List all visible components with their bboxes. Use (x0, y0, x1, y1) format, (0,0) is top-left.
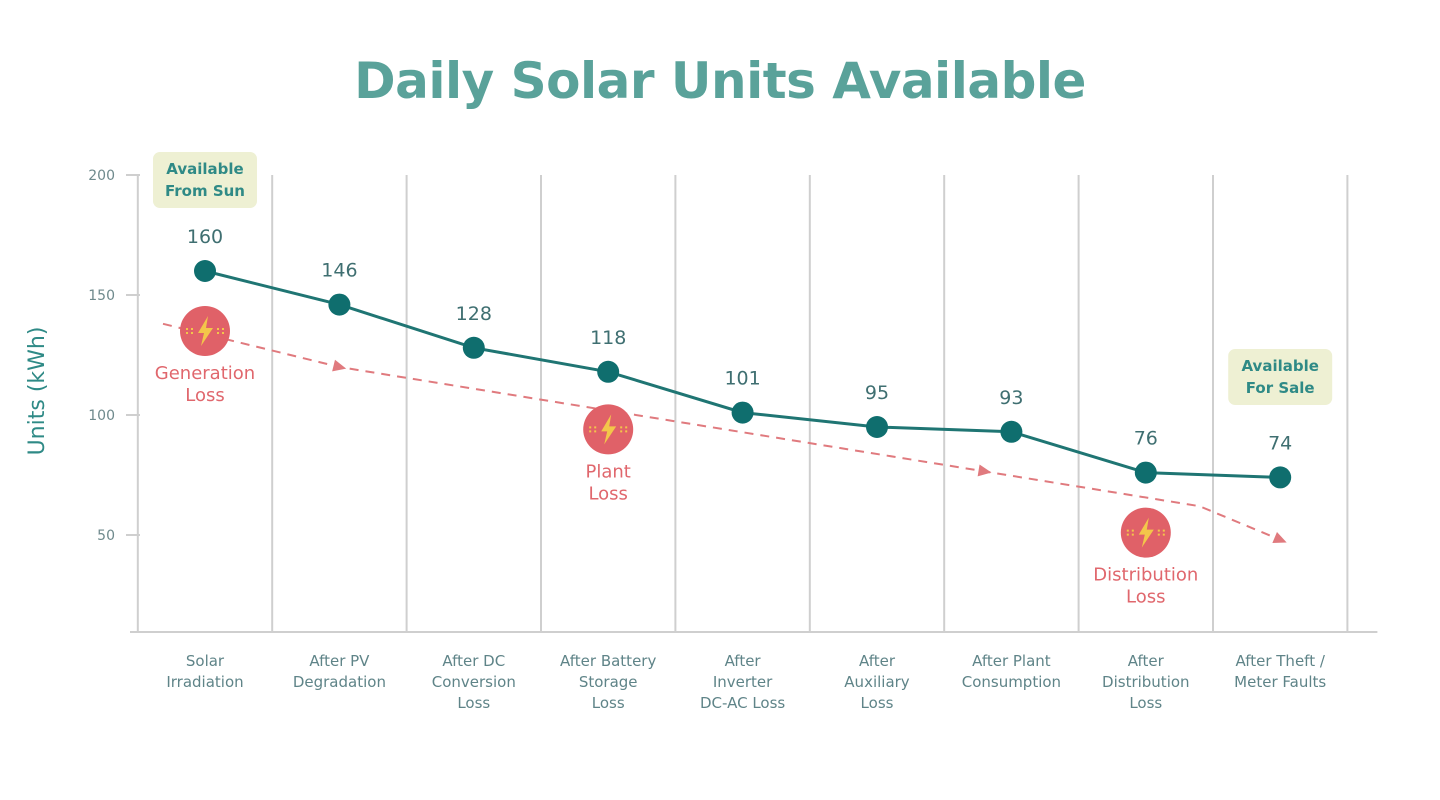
data-label: 95 (865, 382, 889, 404)
category-label: After Battery Storage Loss (560, 652, 656, 712)
loss-trend (162, 322, 1287, 544)
badge-box (153, 152, 257, 208)
data-label: 101 (724, 368, 760, 390)
data-label: 118 (590, 327, 626, 349)
page-title: Daily Solar Units Available (354, 52, 1086, 110)
badges: Available From Sun Available For Sale (153, 152, 1333, 405)
arrow-head (977, 464, 992, 477)
grid-lines (130, 175, 1378, 633)
data-point (462, 336, 485, 359)
data-point (1000, 420, 1023, 443)
badge-label: Available For Sale (1241, 357, 1318, 397)
data-label: 93 (999, 387, 1023, 409)
y-tick-labels: 50 100 150 200 (88, 168, 140, 544)
data-point (866, 416, 888, 438)
data-label: 74 (1268, 432, 1292, 454)
lightning-icon (601, 414, 617, 445)
y-tick-label: 50 (97, 528, 115, 544)
loss-trend-line (162, 322, 1281, 541)
data-point (1269, 466, 1292, 489)
category-label: After Auxiliary Loss (844, 652, 910, 712)
category-label: After Theft / Meter Faults (1234, 652, 1326, 691)
badge-label: Available From Sun (165, 160, 245, 200)
loss-label: Generation Loss (155, 363, 255, 406)
data-point (328, 293, 351, 316)
loss-trend-arrow (332, 359, 347, 372)
data-point (1134, 461, 1157, 484)
loss-trend-arrow (977, 464, 992, 477)
y-tick-label: 150 (88, 288, 115, 304)
category-label: After PV Degradation (293, 652, 386, 691)
data-point (194, 260, 216, 282)
data-point (597, 360, 620, 383)
arrow-head (1272, 531, 1287, 544)
loss-annotations: Generation Loss Plant Loss Distribution Loss (155, 306, 1198, 608)
badge-box (1228, 349, 1333, 405)
lightning-icon (1138, 517, 1154, 548)
category-label: After Distribution Loss (1102, 652, 1190, 712)
arrow-head (332, 359, 347, 372)
data-label: 146 (321, 260, 357, 282)
loss-label: Plant Loss (586, 461, 631, 504)
lightning-icon (198, 316, 213, 346)
loss-trend-arrow (1272, 531, 1287, 544)
data-label: 160 (187, 226, 223, 248)
data-point (731, 401, 754, 424)
y-axis-label: Units (kWh) (25, 327, 50, 456)
loss-label: Distribution Loss (1093, 565, 1198, 608)
category-label: After Plant Consumption (962, 652, 1061, 691)
category-label: Solar Irradiation (166, 652, 243, 691)
data-label: 128 (456, 303, 492, 325)
data-labels: 160 146 128 118 101 95 93 76 74 (187, 226, 1292, 454)
data-markers (194, 260, 1292, 489)
category-label: After DC Conversion Loss (432, 652, 516, 712)
category-label: After Inverter DC-AC Loss (700, 652, 785, 712)
data-label: 76 (1134, 428, 1158, 450)
y-tick-label: 200 (88, 168, 115, 184)
y-tick-label: 100 (88, 408, 115, 424)
category-labels: Solar Irradiation After PV Degradation After… (166, 652, 1326, 712)
